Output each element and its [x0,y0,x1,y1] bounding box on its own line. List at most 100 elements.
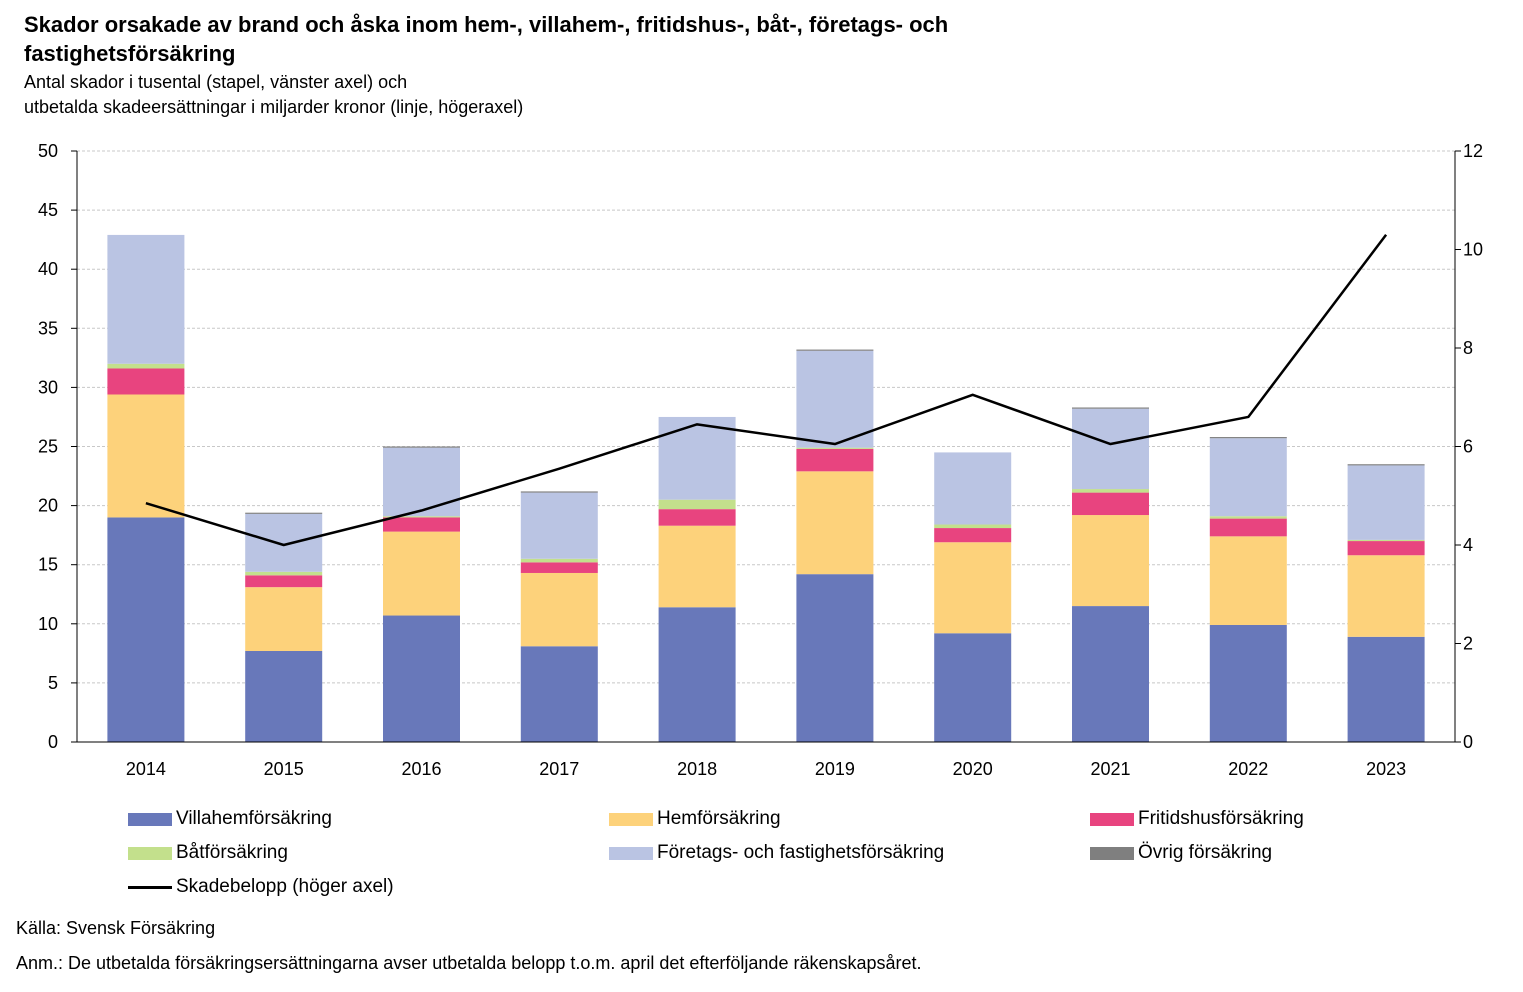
y2-tick-label: 6 [1463,437,1473,457]
bar-segment [383,615,460,742]
y2-tick-label: 8 [1463,338,1473,358]
y2-tick-label: 4 [1463,535,1473,555]
legend-label: Hemförsäkring [657,808,781,829]
bar-segment [520,558,598,563]
bar-segment [934,452,1012,525]
legend-item: Övrig försäkring [1090,842,1272,864]
legend-label: Fritidshusförsäkring [1138,808,1304,829]
x-tick-label: 2022 [1228,759,1268,779]
y-tick-label: 15 [38,555,58,575]
bar-segment [934,542,1012,634]
legend-swatch [128,846,172,860]
bar-segment [796,349,874,351]
y2-tick-label: 2 [1463,634,1473,654]
legend-label: Skadebelopp (höger axel) [176,876,394,897]
bar-segment [383,446,460,448]
bar-segment [658,509,736,526]
bar-segment [1347,555,1425,637]
bar-segment [107,517,185,742]
bar-segment [1347,464,1425,466]
bar-segment [520,562,598,573]
axes [71,150,1461,743]
y-tick-label: 0 [48,732,58,752]
y-tick-label: 50 [38,141,58,161]
bar-segment [245,575,323,588]
legend-swatch [128,885,172,889]
legend-label: Villahemförsäkring [176,808,332,829]
bar-segment [245,587,323,651]
chart-title: Skador orsakade av brand och åska inom h… [24,12,949,66]
y-tick-label: 45 [38,200,58,220]
bar-segment [245,650,323,742]
bar-segment [245,571,323,576]
bar-segment [1072,515,1149,607]
y-tick-label: 10 [38,614,58,634]
bar-segment [1347,465,1425,540]
bar-segment [1072,407,1149,409]
bar-segment [1209,516,1287,519]
legend-swatch [609,846,653,860]
bar-segment [383,447,460,517]
y-tick-label: 35 [38,318,58,338]
bar-segment [934,524,1012,529]
y-tick-label: 25 [38,437,58,457]
bar-segment [383,516,460,518]
bar-segment [1209,536,1287,625]
bar-segment [383,517,460,532]
legend-item: Villahemförsäkring [128,808,332,830]
x-tick-label: 2019 [815,759,855,779]
line-series [145,233,1388,547]
bar-segment [796,448,874,472]
bar-segment [1209,437,1287,439]
legend-swatch [128,812,172,826]
bar-segment [934,528,1012,543]
x-tick-label: 2014 [126,759,166,779]
y-tick-label: 5 [48,673,58,693]
bar-segment [245,512,323,514]
bar-segment [1347,539,1425,542]
note-text: Anm.: De utbetalda försäkringsersättning… [16,953,922,973]
subtitle-line-2: utbetalda skadeersättningar i miljarder … [24,97,524,117]
bar-segment [1209,624,1287,742]
bar-segment [658,607,736,742]
y-tick-label: 40 [38,259,58,279]
bar-segment [1072,408,1149,490]
bars [107,234,1425,742]
legend-item: Fritidshusförsäkring [1090,808,1304,830]
y-tick-label: 20 [38,496,58,516]
x-tick-label: 2015 [264,759,304,779]
legend-item: Hemförsäkring [609,808,781,830]
bar-segment [383,531,460,616]
bar-segment [1072,489,1149,493]
legend-swatch [1090,812,1134,826]
bar-segment [658,416,736,500]
x-tick-label: 2017 [539,759,579,779]
legend-item: Företags- och fastighetsförsäkring [609,842,944,864]
bar-segment [1347,541,1425,556]
bar-segment [796,350,874,448]
bar-segment [1072,606,1149,742]
bar-segment [107,234,185,364]
legend-label: Båtförsäkring [176,842,288,863]
x-tick-label: 2018 [677,759,717,779]
chart-subtitle: Antal skador i tusental (stapel, vänster… [24,70,523,120]
bar-segment [658,499,736,510]
legend-item: Båtförsäkring [128,842,288,864]
y2-tick-label: 12 [1463,141,1483,161]
x-tick-label: 2023 [1366,759,1406,779]
bar-segment [796,447,874,449]
bar-segment [658,525,736,608]
x-tick-label: 2021 [1090,759,1130,779]
legend-label: Övrig försäkring [1138,842,1273,863]
legend-item: Skadebelopp (höger axel) [128,876,394,898]
bar-segment [107,368,185,395]
bar-segment [107,363,185,369]
chart-svg: 0 5 10 15 20 25 30 35 40 45 50 0 2 4 6 8 10 12 2014 2015 201… [38,141,1483,779]
legend-swatch [609,812,653,826]
bar-segment [934,633,1012,742]
bar-segment [520,572,598,647]
legend-swatch [1090,846,1134,860]
bar-segment [245,513,323,572]
subtitle-line-1: Antal skador i tusental (stapel, vänster… [24,72,408,92]
tick-labels: 0 5 10 15 20 25 30 35 40 45 50 0 2 4 6 8 10 12 2014 2015 201… [38,141,1483,779]
